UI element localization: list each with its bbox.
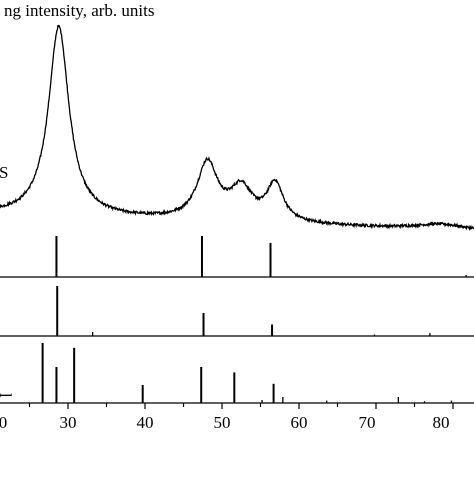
reference-lines-group xyxy=(43,236,467,403)
xrd-pattern-curve xyxy=(0,26,474,232)
pattern-side-label: S xyxy=(0,163,8,182)
y-axis-label: ng intensity, arb. units xyxy=(4,1,154,20)
x-tick-label-50: 50 xyxy=(214,413,231,432)
x-tick-label-0: 0 xyxy=(0,413,7,432)
reference-side-label: l xyxy=(0,393,15,398)
x-tick-label-80: 80 xyxy=(433,413,450,432)
x-tick-label-60: 60 xyxy=(291,413,308,432)
x-tick-label-30: 30 xyxy=(60,413,77,432)
x-tick-label-40: 40 xyxy=(137,413,154,432)
x-ticks-group xyxy=(30,403,474,409)
x-tick-label-70: 70 xyxy=(359,413,376,432)
